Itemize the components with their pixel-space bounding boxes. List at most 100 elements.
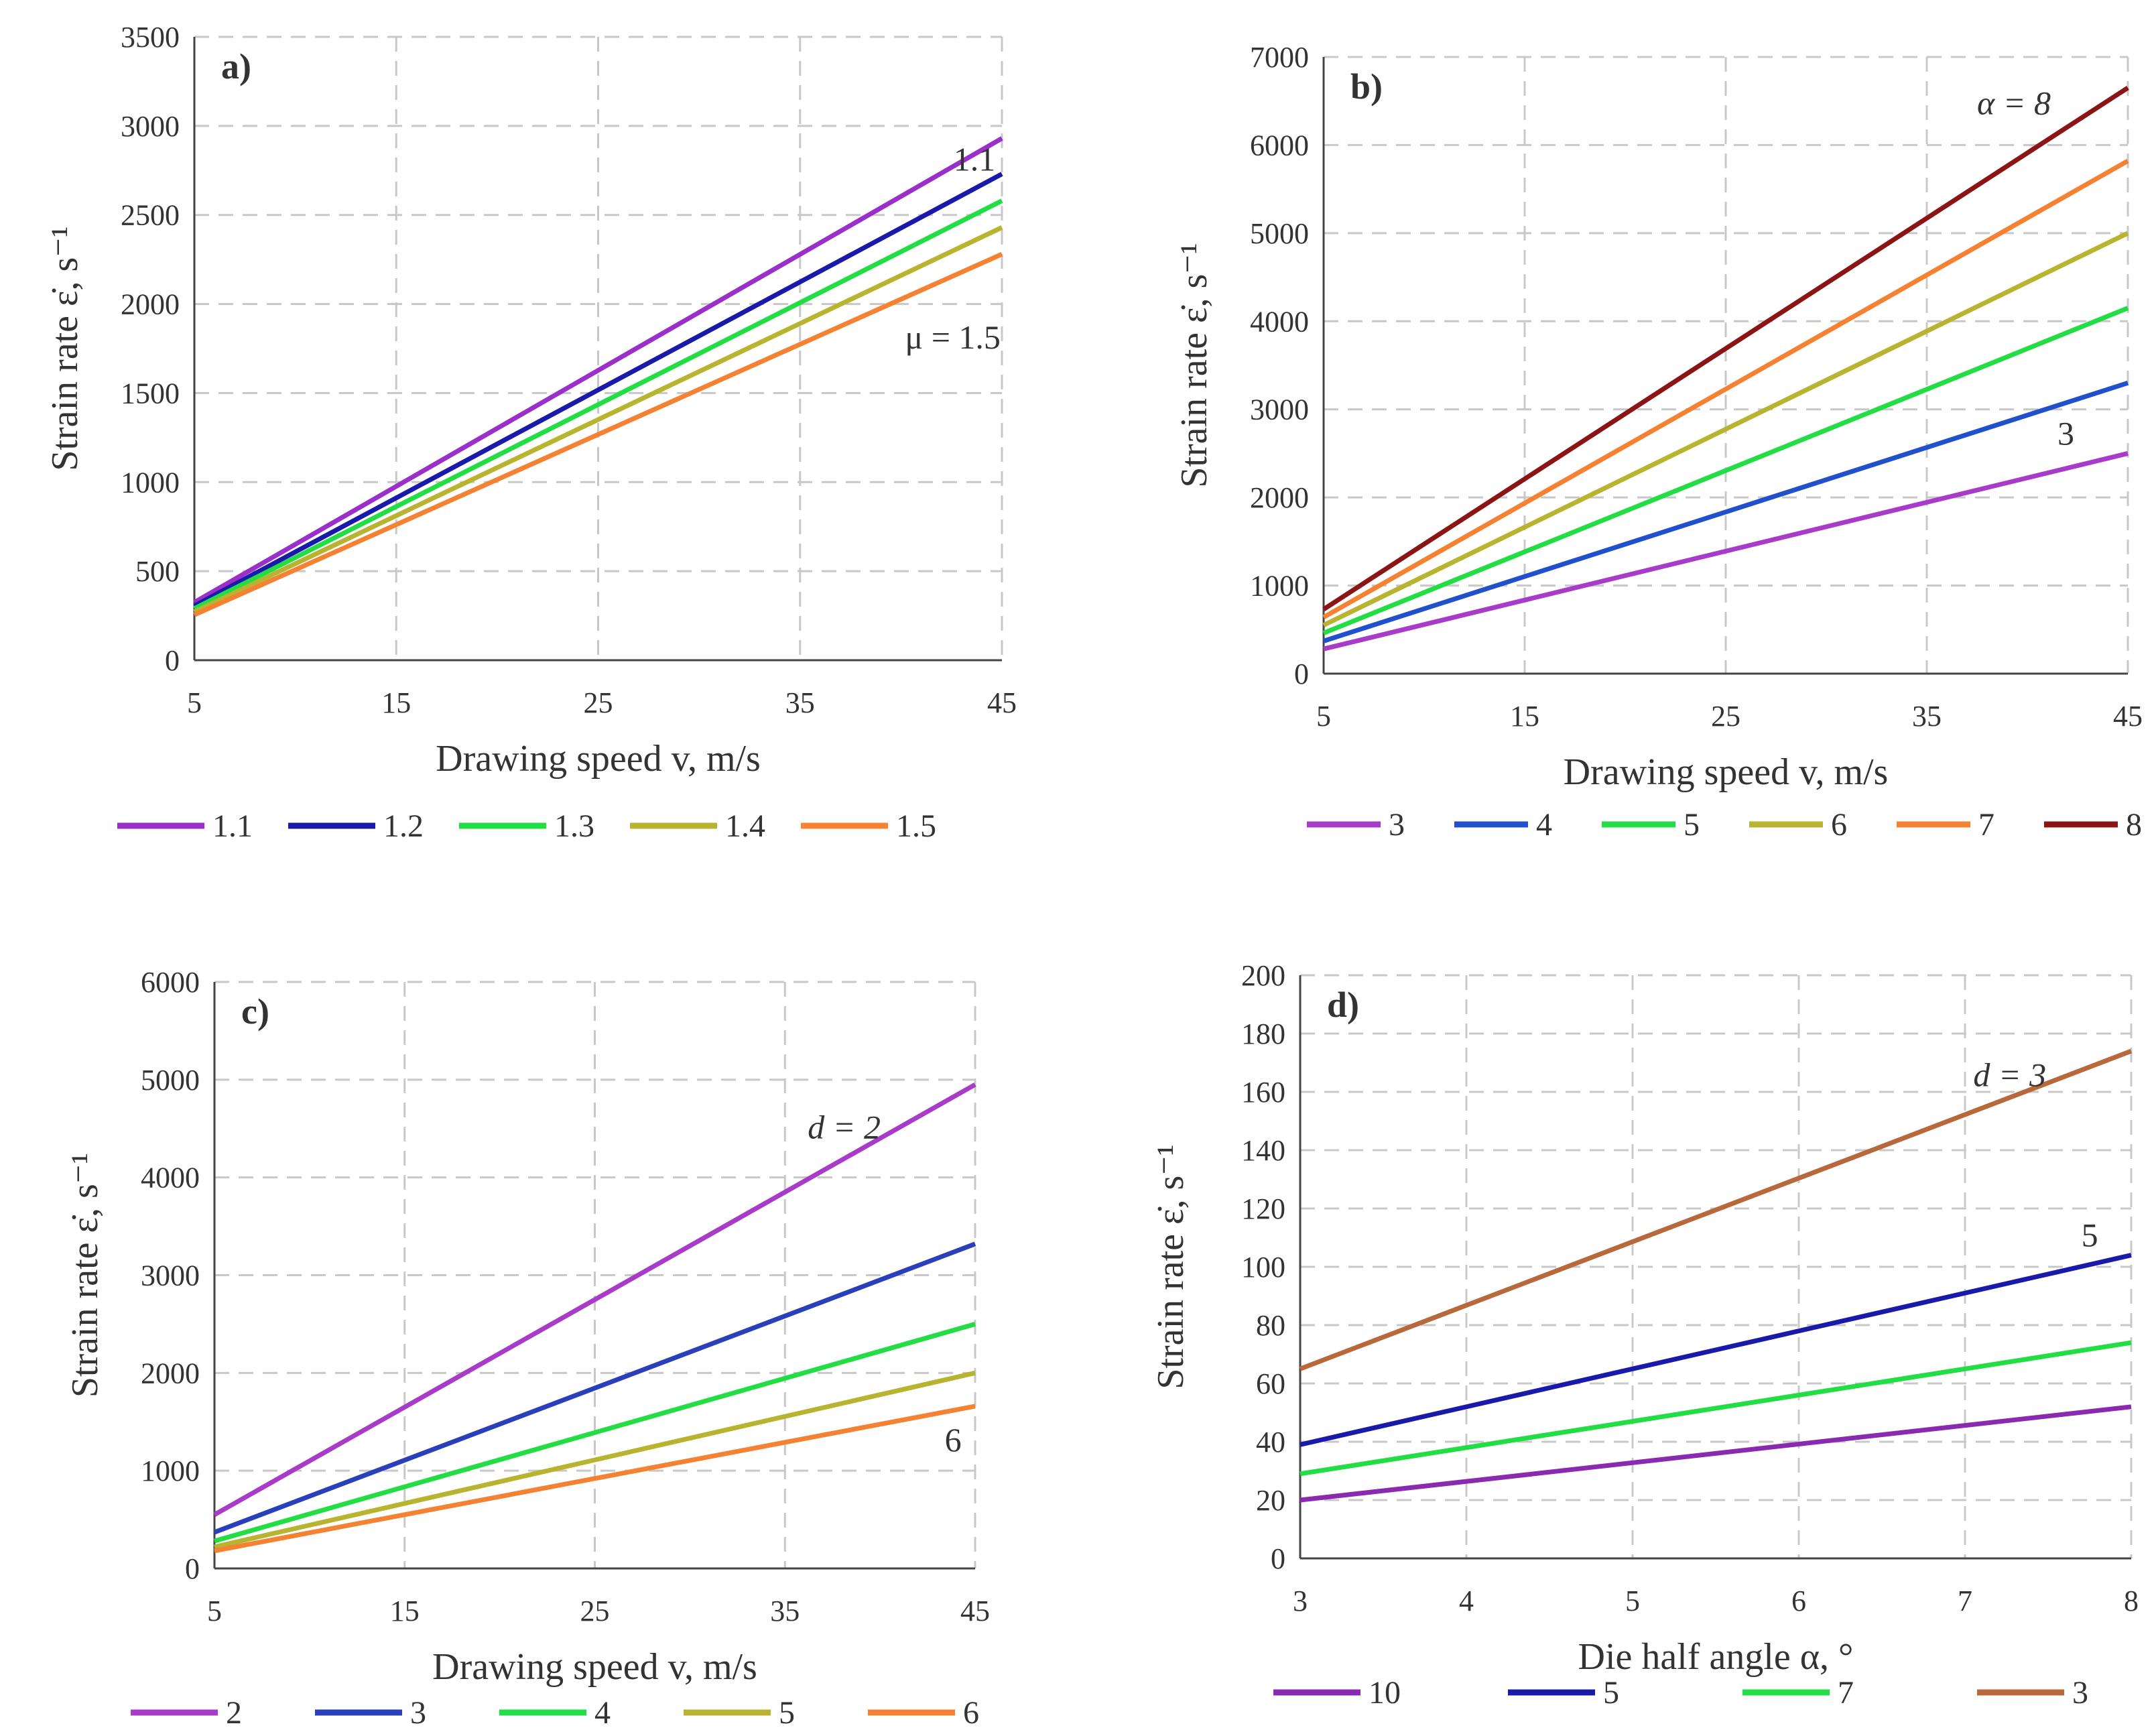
legend-label: 1.2 [383,808,424,844]
y-tick-label: 160 [1241,1076,1285,1109]
series-line-6 [1322,231,2129,627]
y-tick-label: 80 [1256,1309,1285,1342]
x-tick-label: 45 [2113,700,2143,733]
series-line-10 [1299,1404,2132,1503]
y-tick-label: 1500 [121,377,180,410]
y-tick-label: 4000 [1250,305,1309,338]
y-tick-label: 3000 [1250,393,1309,426]
legend-label: 3 [410,1695,426,1731]
annotation: μ = 1.5 [905,318,1001,356]
x-tick-label: 8 [2124,1585,2139,1617]
x-tick-label: 35 [785,686,815,719]
panel-label: d) [1327,985,1359,1025]
legend-label: 4 [1536,807,1552,843]
x-tick-label: 5 [1316,700,1331,733]
series-line-5 [1299,1253,2132,1447]
annotation: 3 [2057,414,2074,452]
x-tick-label: 45 [987,686,1017,719]
series-line-5 [1322,306,2129,635]
y-tick-label: 100 [1241,1251,1285,1284]
y-tick-label: 0 [185,1552,200,1585]
x-axis-label: Drawing speed v, m/s [1564,751,1889,793]
y-tick-label: 0 [1271,1542,1285,1575]
y-tick-label: 20 [1256,1484,1285,1517]
series-line-2 [213,1082,976,1517]
annotation: 6 [945,1421,962,1459]
series-line-3 [213,1241,976,1535]
y-axis-label: Strain rate ε̇, s⁻¹ [64,1153,106,1398]
legend-label: 6 [1831,807,1847,843]
annotation: d = 3 [1973,1056,2046,1093]
y-tick-label: 2000 [121,288,180,321]
x-tick-label: 5 [1625,1585,1640,1617]
panel-b: 5 15 25 35 4501000200030004000500060007000b)… [1174,41,2143,843]
y-tick-label: 2500 [121,199,180,232]
y-tick-label: 500 [135,555,180,588]
y-tick-label: 1000 [121,466,180,499]
x-tick-label: 25 [1711,700,1740,733]
x-tick-label: 4 [1459,1585,1474,1617]
y-tick-label: 0 [1294,658,1309,690]
legend-label: 8 [2126,807,2142,843]
series-line-1.1 [193,136,1003,605]
x-tick-label: 45 [960,1595,990,1627]
series-line-1.5 [193,251,1003,617]
y-tick-label: 5000 [141,1064,200,1097]
legend-label: 5 [1684,807,1700,843]
annotation: d = 2 [808,1108,881,1145]
x-tick-label: 25 [584,686,613,719]
y-tick-label: 1000 [1250,570,1309,603]
y-tick-label: 180 [1241,1017,1285,1050]
legend-label: 10 [1369,1675,1401,1711]
series-line-3 [1323,451,2129,652]
x-tick-label: 5 [187,686,202,719]
legend-label: 1.4 [725,808,765,844]
x-tick-label: 5 [207,1595,222,1627]
x-tick-label: 7 [1958,1585,1972,1617]
x-axis-label: Drawing speed v, m/s [436,738,761,780]
series-line-4 [1322,380,2129,643]
legend-label: 7 [1838,1675,1854,1711]
legend-label: 3 [1389,807,1405,843]
y-tick-label: 6000 [1250,129,1309,162]
legend-label: 3 [2072,1675,2088,1711]
x-tick-label: 15 [381,686,411,719]
series-line-1.2 [193,172,1003,609]
series-line-7 [1299,1340,2132,1477]
y-axis-label: Strain rate ε̇, s⁻¹ [44,226,86,471]
x-tick-label: 15 [1510,700,1539,733]
annotation: 1.1 [954,140,996,178]
series-line-6 [214,1404,976,1554]
y-tick-label: 2000 [141,1357,200,1389]
y-axis-label: Strain rate ε̇, s⁻¹ [1174,243,1215,487]
y-tick-label: 3500 [121,21,180,54]
x-axis-label: Die half angle α, ° [1578,1636,1854,1678]
x-tick-label: 3 [1293,1585,1308,1617]
annotation: α = 8 [1977,84,2051,121]
x-tick-label: 6 [1791,1585,1806,1617]
y-axis-label: Strain rate ε̇, s⁻¹ [1150,1144,1192,1389]
legend-label: 1.1 [212,808,253,844]
y-tick-label: 3000 [141,1259,200,1292]
y-tick-label: 60 [1256,1367,1285,1400]
panel-label: c) [241,991,269,1032]
y-tick-label: 40 [1256,1426,1285,1459]
annotation: 5 [2082,1217,2098,1254]
series-line-7 [1322,159,2129,619]
y-tick-label: 1000 [141,1454,200,1487]
legend-label: 6 [963,1695,979,1731]
panel-label: a) [221,46,251,86]
x-axis-label: Drawing speed v, m/s [432,1646,757,1688]
panel-label: b) [1350,66,1383,107]
series-line-5 [214,1370,976,1550]
series-line-1.4 [193,225,1003,614]
x-tick-label: 35 [770,1595,800,1627]
y-tick-label: 3000 [121,110,180,143]
series-line-8 [1322,86,2129,611]
legend-label: 1.3 [554,808,594,844]
series-line-1.3 [193,198,1003,611]
y-tick-label: 6000 [141,966,200,999]
